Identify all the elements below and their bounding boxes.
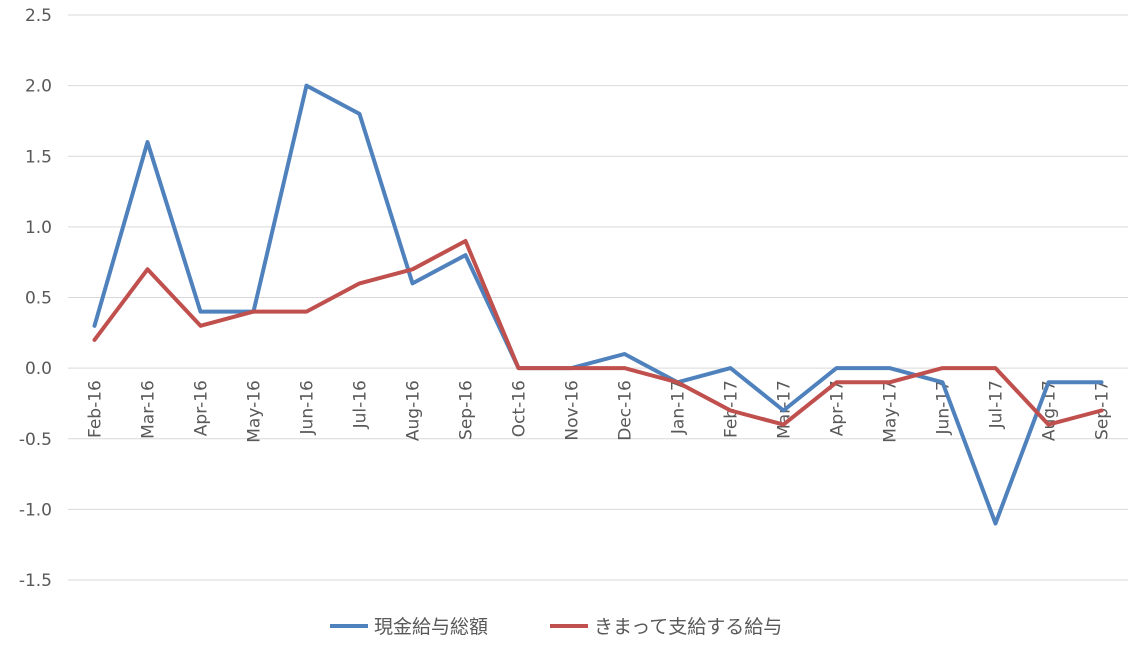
x-tick-label: Nov-16 bbox=[563, 380, 583, 441]
y-tick-label: 0.0 bbox=[25, 359, 52, 379]
x-tick-label: Mar-16 bbox=[139, 380, 159, 439]
x-tick-label: Apr-17 bbox=[828, 380, 848, 436]
legend-label-series-2: きまって支給する給与 bbox=[594, 616, 782, 638]
y-tick-label: 1.0 bbox=[25, 218, 52, 238]
x-tick-label: Aug-16 bbox=[404, 380, 424, 441]
x-axis-tick-labels: Feb-16 Mar-16 Apr-16 May-16 Jun-16 Jul-16 Aug-… bbox=[86, 380, 1113, 443]
y-tick-label: 1.5 bbox=[25, 147, 52, 167]
x-tick-label: Sep-16 bbox=[457, 380, 477, 440]
x-tick-label: Feb-16 bbox=[86, 380, 106, 438]
legend-label-series-1: 現金給与総額 bbox=[374, 616, 488, 638]
y-axis-tick-labels: -1.5 -1.0 -0.5 0.0 0.5 1.0 1.5 2.0 2.5 bbox=[19, 6, 52, 591]
series-lines bbox=[92, 83, 1104, 526]
x-tick-label: Jul-17 bbox=[987, 380, 1007, 429]
series-line-1 bbox=[92, 83, 1104, 526]
y-tick-label: -1.5 bbox=[19, 571, 52, 591]
legend: 現金給与総額 きまって支給する給与 bbox=[330, 616, 782, 638]
x-tick-label: Oct-16 bbox=[510, 380, 530, 437]
x-tick-label: May-16 bbox=[245, 380, 265, 443]
y-tick-label: -1.0 bbox=[19, 500, 52, 520]
x-tick-label: Aug-17 bbox=[1040, 380, 1060, 441]
x-tick-label: Apr-16 bbox=[192, 380, 212, 436]
y-tick-label: 0.5 bbox=[25, 289, 52, 309]
grid-lines bbox=[68, 14, 1128, 581]
x-tick-label: Jul-16 bbox=[351, 380, 371, 429]
y-tick-label: 2.0 bbox=[25, 77, 52, 97]
series-line-2 bbox=[92, 239, 1104, 427]
x-tick-label: Jan-17 bbox=[669, 380, 689, 435]
x-tick-label: May-17 bbox=[881, 380, 901, 443]
x-tick-label: Dec-16 bbox=[616, 380, 636, 441]
y-tick-label: 2.5 bbox=[25, 6, 52, 26]
x-tick-label: Jun-16 bbox=[298, 380, 318, 435]
y-tick-label: -0.5 bbox=[19, 430, 52, 450]
